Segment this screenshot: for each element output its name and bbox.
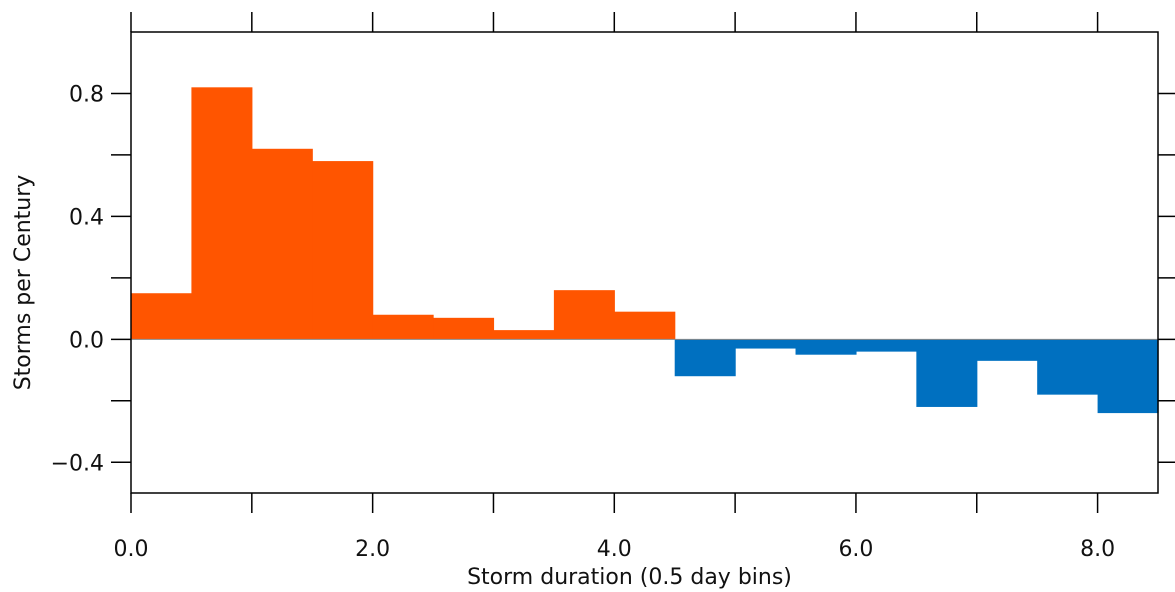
bar-15 [1037,339,1098,394]
x-tick-label: 6.0 [838,537,873,562]
y-tick-label: 0.4 [69,205,104,230]
y-axis-title: Storms per Century [11,175,36,391]
x-tick-label: 0.0 [114,537,149,562]
bar-4 [373,315,434,340]
bar-12 [856,339,917,351]
bar-6 [493,330,554,339]
bar-3 [312,161,373,339]
bar-5 [433,318,494,340]
y-tick-label: −0.4 [51,451,104,476]
x-axis-title: Storm duration (0.5 day bins) [467,565,792,590]
bar-9 [675,339,736,376]
bars-group [131,87,1159,413]
bar-2 [252,149,313,340]
bar-1 [191,87,252,339]
x-tick-label: 4.0 [597,537,632,562]
bar-16 [1098,339,1159,413]
bar-11 [796,339,857,354]
bar-8 [614,312,675,340]
bar-7 [554,290,615,339]
bar-10 [735,339,796,348]
x-tick-label: 8.0 [1080,537,1115,562]
x-tick-label: 2.0 [355,537,390,562]
bar-0 [131,293,192,339]
y-tick-label: 0.8 [69,82,104,107]
bar-14 [977,339,1038,361]
bar-13 [916,339,977,407]
y-tick-label: 0.0 [69,328,104,353]
